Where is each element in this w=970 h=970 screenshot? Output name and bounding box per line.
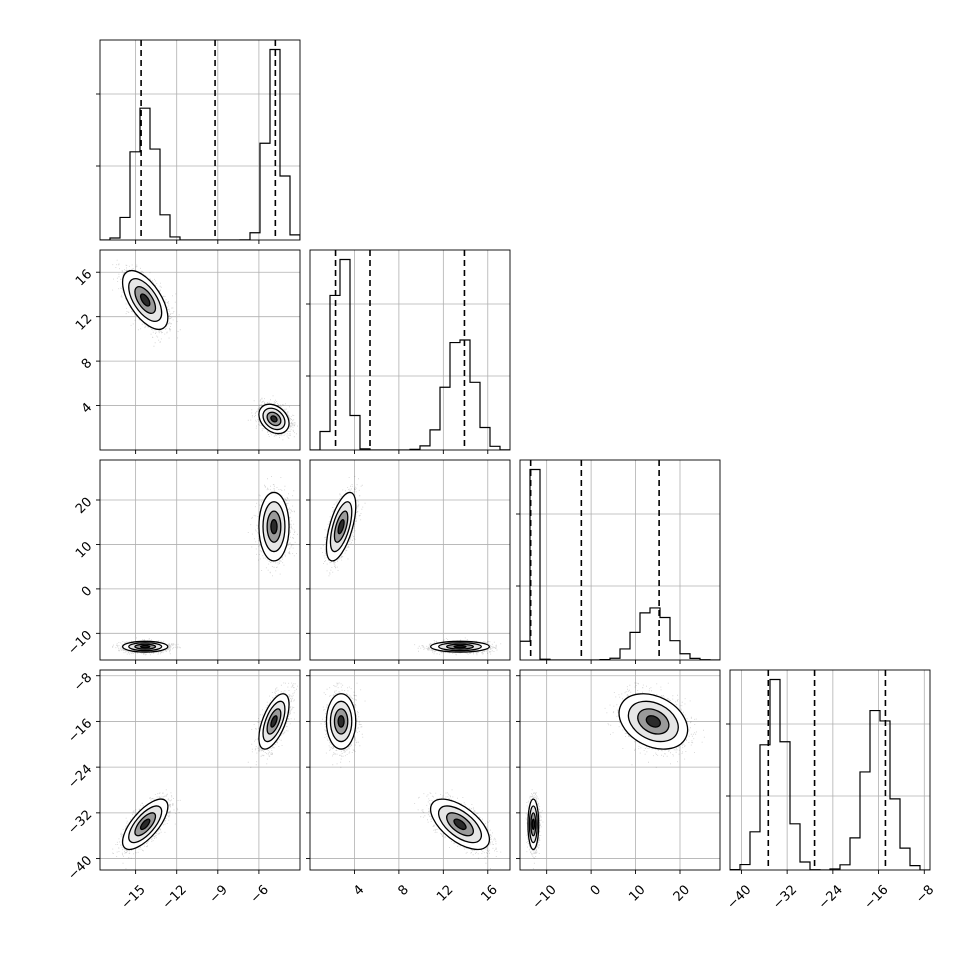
panel-frame — [519, 459, 721, 661]
density-contour — [453, 644, 467, 649]
scatter-panel-2-1 — [306, 459, 511, 664]
panel-content — [520, 670, 720, 870]
panel-frame — [99, 39, 301, 241]
panel-frame — [99, 669, 301, 871]
panel-frame — [99, 459, 301, 661]
density-contour — [645, 715, 661, 728]
density-contour — [270, 519, 278, 535]
panel-content — [520, 460, 720, 660]
panel-content — [100, 670, 300, 870]
density-contour — [531, 818, 536, 831]
histogram-panel-0 — [96, 39, 301, 244]
panel-content — [730, 670, 930, 870]
scatter-panel-3-2: −10 0 10 20 — [516, 669, 721, 912]
density-contour — [139, 293, 151, 307]
panel-content — [100, 460, 300, 660]
histogram-panel-2 — [516, 459, 721, 664]
density-contour — [139, 644, 151, 649]
density-contour — [139, 818, 151, 831]
panel-content — [310, 250, 510, 450]
panel-frame — [309, 249, 511, 451]
density-contour — [453, 818, 467, 831]
panel-content — [310, 460, 510, 660]
histogram-step — [100, 48, 300, 240]
panel-frame — [519, 669, 721, 871]
panel-frame — [309, 459, 511, 661]
density-contour — [337, 715, 345, 728]
histogram-step — [310, 258, 510, 450]
panel-content — [310, 670, 510, 870]
panel-frame — [729, 669, 931, 871]
density-contour — [337, 519, 345, 535]
panel-content — [100, 40, 300, 240]
histogram-panel-1 — [306, 249, 511, 454]
panel-content — [100, 250, 300, 450]
density-contour — [270, 415, 278, 423]
panel-frame — [309, 669, 511, 871]
histogram-step — [730, 678, 930, 870]
histogram-step — [520, 468, 720, 660]
density-contour — [270, 715, 278, 728]
scatter-panel-3-1: 4 8 12 16 — [306, 669, 511, 905]
panel-frame — [99, 249, 301, 451]
